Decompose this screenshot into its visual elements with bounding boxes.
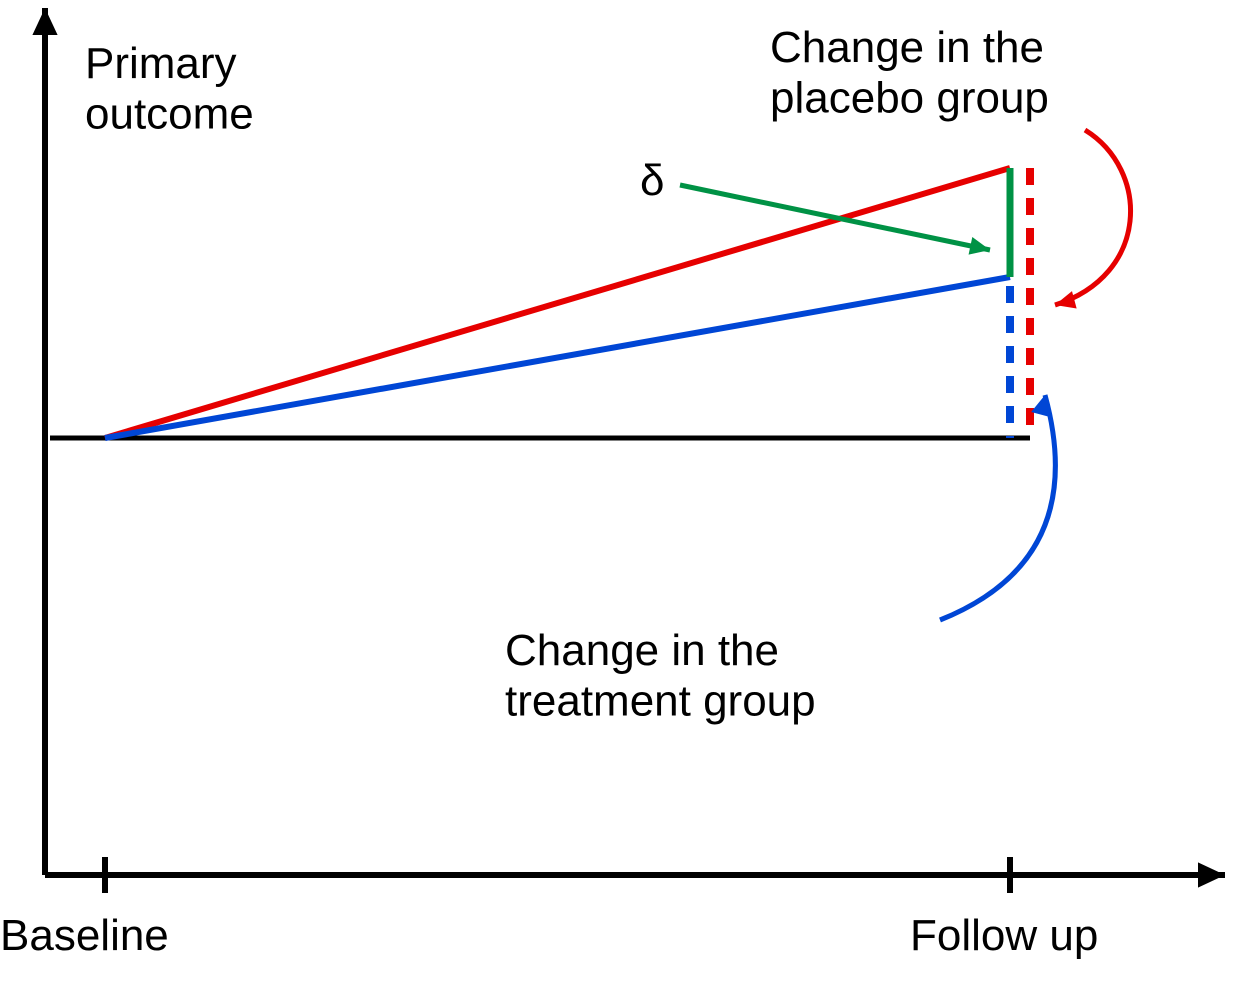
treatment-change-label: Change in the treatment group	[505, 626, 816, 726]
placebo-change-label: Change in the placebo group	[770, 23, 1056, 123]
y-axis-arrowhead-icon	[32, 8, 57, 35]
baseline-label: Baseline	[0, 911, 169, 960]
callout-arrows	[680, 130, 1131, 620]
x-axis-arrowhead-icon	[1198, 862, 1225, 887]
clinical-trial-diagram: Primary outcome Baseline Follow up δ Cha…	[0, 0, 1245, 994]
followup-label: Follow up	[910, 911, 1098, 960]
delta-callout-arrow-icon	[680, 185, 990, 250]
axes	[32, 8, 1225, 893]
delta-label: δ	[640, 156, 665, 205]
treatment-callout-arrow-icon	[940, 395, 1055, 620]
delta-arrowhead-icon	[969, 237, 990, 255]
placebo-callout-arrow-icon	[1055, 130, 1131, 305]
y-axis-label: Primary outcome	[85, 39, 254, 139]
